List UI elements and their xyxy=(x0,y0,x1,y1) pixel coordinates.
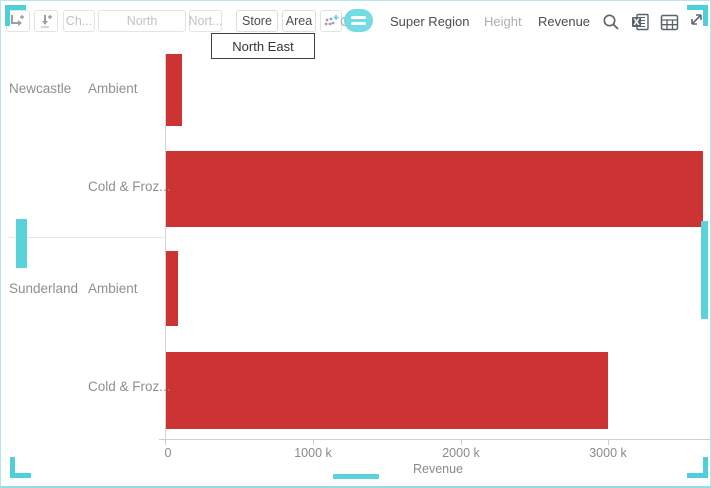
x-tick-label: 2000 k xyxy=(442,446,480,460)
show-table-button[interactable] xyxy=(658,11,680,33)
bar-newcastle-ambient[interactable] xyxy=(166,54,183,126)
toolbar: Ch... North Nort... Store Area Color Sup… xyxy=(1,1,710,43)
x-tick xyxy=(461,439,462,445)
height-mapping-value[interactable]: Revenue xyxy=(538,14,591,29)
category-label: Cold & Froz... xyxy=(88,179,171,194)
maximize-button[interactable] xyxy=(685,8,707,30)
x-tick-label: 0 xyxy=(164,446,172,460)
x-tick xyxy=(313,439,314,445)
bar-sunderland-cold[interactable] xyxy=(166,352,609,429)
breakdown-button-store[interactable]: Store xyxy=(236,10,278,32)
x-axis-line xyxy=(159,439,710,440)
search-icon xyxy=(603,14,619,30)
bar-newcastle-cold[interactable] xyxy=(166,151,703,227)
menu-pill-button[interactable] xyxy=(344,9,373,32)
add-column-breakdown-icon xyxy=(11,15,24,26)
x-axis-title: Revenue xyxy=(412,462,464,476)
x-tick-label: 1000 k xyxy=(294,446,332,460)
maximize-icon xyxy=(690,13,702,25)
tooltip-text: North East xyxy=(232,38,294,54)
breakdown-button-chain[interactable]: Ch... xyxy=(63,10,95,32)
svg-text:X: X xyxy=(633,18,640,28)
add-row-breakdown-icon xyxy=(41,15,52,28)
group-label-sunderland: Sunderland xyxy=(9,281,79,296)
color-mapping-value[interactable]: Super Region xyxy=(390,14,470,29)
add-column-breakdown-button[interactable] xyxy=(6,10,30,32)
x-tick xyxy=(608,439,609,445)
bar-sunderland-ambient[interactable] xyxy=(166,251,178,326)
y-axis-baseline xyxy=(165,54,166,439)
excel-export-icon: X xyxy=(631,13,649,31)
category-label: Ambient xyxy=(88,81,138,96)
breakdown-button-north[interactable]: North xyxy=(98,10,186,32)
x-tick xyxy=(165,439,166,445)
breakdown-button-northeast[interactable]: Nort... xyxy=(188,10,223,32)
x-tick-label: 3000 k xyxy=(589,446,627,460)
vertical-scrollbar-thumb-left[interactable] xyxy=(16,219,27,268)
add-visualization-icon xyxy=(324,14,339,25)
category-label: Cold & Froz... xyxy=(88,379,171,394)
group-separator xyxy=(9,237,166,238)
vertical-scrollbar-thumb-right[interactable] xyxy=(701,221,708,319)
plot-area xyxy=(166,1,710,486)
add-row-breakdown-button[interactable] xyxy=(34,10,58,32)
horizontal-scrollbar-thumb[interactable] xyxy=(333,474,379,479)
table-icon xyxy=(660,14,678,30)
search-button[interactable] xyxy=(600,11,622,33)
tooltip: North East xyxy=(211,33,315,59)
group-label-newcastle: Newcastle xyxy=(9,81,72,96)
height-mapping-label: Height xyxy=(484,14,522,29)
category-label: Ambient xyxy=(88,281,138,296)
export-excel-button[interactable]: X xyxy=(629,11,651,33)
breakdown-button-area[interactable]: Area xyxy=(282,10,316,32)
add-visualization-button[interactable] xyxy=(320,10,342,32)
